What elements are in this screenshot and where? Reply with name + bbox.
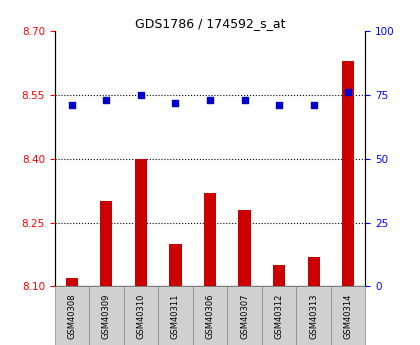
Text: GSM40310: GSM40310	[136, 294, 145, 339]
Text: GSM40306: GSM40306	[205, 294, 215, 339]
Bar	[204, 193, 216, 286]
Text: GSM40309: GSM40309	[102, 294, 111, 339]
Bar	[273, 265, 285, 286]
Point	[68, 102, 75, 108]
Point	[172, 100, 179, 105]
Title: GDS1786 / 174592_s_at: GDS1786 / 174592_s_at	[135, 17, 285, 30]
Point	[138, 92, 144, 98]
Point	[103, 97, 110, 103]
Text: GSM40314: GSM40314	[344, 294, 353, 339]
Point	[310, 102, 317, 108]
Point	[276, 102, 282, 108]
Bar	[100, 201, 113, 286]
Point	[345, 90, 352, 95]
Point	[207, 97, 213, 103]
Text: GSM40308: GSM40308	[67, 294, 76, 339]
Bar	[307, 257, 320, 286]
Text: GSM40313: GSM40313	[309, 294, 318, 339]
Bar	[135, 159, 147, 286]
Bar	[169, 244, 181, 286]
Bar	[239, 210, 251, 286]
Text: GSM40312: GSM40312	[275, 294, 284, 339]
Bar	[66, 278, 78, 286]
Text: GSM40307: GSM40307	[240, 294, 249, 339]
Bar	[342, 61, 354, 286]
Text: GSM40311: GSM40311	[171, 294, 180, 339]
Point	[241, 97, 248, 103]
